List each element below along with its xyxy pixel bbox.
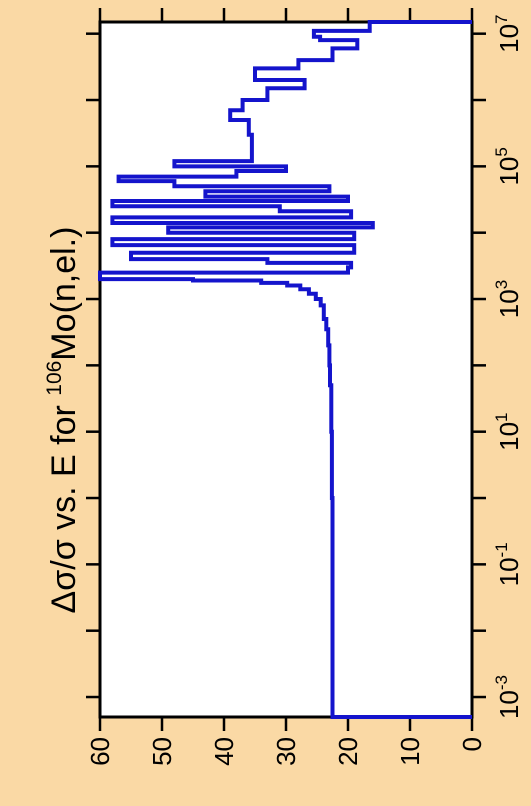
energy-tick-label: 10-3	[492, 675, 524, 719]
energy-tick-label: 105	[492, 147, 524, 185]
energy-axis-ticks: 10-3 10-1 101 103 105 107	[86, 14, 524, 719]
value-tick-label: 50	[147, 737, 177, 766]
energy-tick-label: 103	[492, 280, 524, 318]
y-axis-label-suffix: Mo(n,el.)	[45, 227, 83, 361]
y-axis-label: Δσ/σ vs. E for 106Mo(n,el.)	[43, 227, 83, 614]
plot-area	[98, 20, 474, 719]
value-tick-label: 40	[209, 737, 239, 766]
value-tick-label: 10	[395, 737, 425, 766]
value-tick-label: 20	[333, 737, 363, 766]
value-tick-label: 0	[457, 737, 487, 751]
value-axis-ticks: 0 10 20 30 40 50 60	[85, 8, 487, 766]
energy-tick-label: 107	[492, 14, 524, 52]
series-line	[98, 20, 472, 719]
energy-tick-label: 10-1	[492, 542, 524, 586]
value-tick-label: 60	[85, 737, 115, 766]
y-axis-label-prefix: Δσ/σ vs. E for	[45, 396, 83, 614]
value-tick-label: 30	[271, 737, 301, 766]
energy-tick-label: 101	[492, 412, 524, 450]
y-axis-label-superscript: 106	[43, 361, 66, 396]
